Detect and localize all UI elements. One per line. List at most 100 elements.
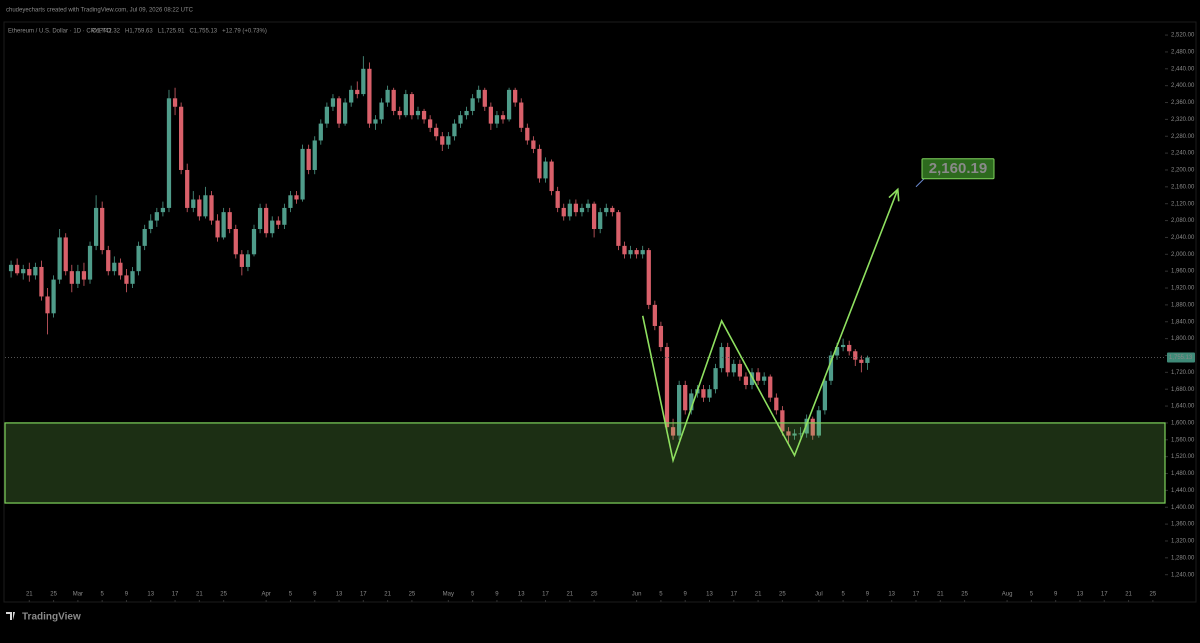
- x-tick-label: Aug: [1002, 592, 1013, 598]
- candle-body: [506, 89, 512, 120]
- x-tick-label: 13: [518, 592, 525, 598]
- candle-body: [21, 269, 26, 274]
- x-tick-label: Jun: [632, 592, 642, 598]
- candle-body: [762, 376, 767, 381]
- candle-body: [555, 191, 560, 208]
- candle-body: [525, 127, 530, 141]
- x-tick-label: 9: [125, 592, 129, 598]
- candle-body: [355, 89, 360, 95]
- candle-body: [233, 229, 238, 255]
- candle-body: [470, 98, 475, 111]
- candle-body: [755, 372, 761, 381]
- support-zone: [4, 422, 1166, 504]
- candle-body: [664, 347, 670, 428]
- x-tick-label: 13: [888, 592, 895, 598]
- candle-body: [257, 207, 263, 230]
- candle-body: [561, 207, 566, 217]
- candle-body: [136, 245, 141, 272]
- candle-body: [713, 368, 718, 390]
- x-tick-label: 25: [591, 592, 598, 598]
- candle-body: [731, 363, 736, 373]
- candle-body: [45, 296, 50, 314]
- y-tick-label: 1,360.00: [1171, 522, 1195, 528]
- x-tick-label: Jul: [815, 592, 823, 598]
- candle-body: [670, 427, 676, 436]
- candle-body: [324, 106, 330, 124]
- y-tick-label: 2,280.00: [1171, 134, 1195, 140]
- candle-body: [549, 161, 554, 192]
- candle-body: [640, 250, 645, 255]
- y-tick-label: 2,320.00: [1171, 117, 1195, 123]
- legend-value: L1,725.91: [158, 29, 185, 35]
- x-tick-label: 5: [841, 592, 845, 598]
- candle-body: [591, 203, 597, 230]
- candle-body: [798, 433, 803, 435]
- candle-body: [658, 325, 664, 348]
- x-tick-label: 21: [26, 592, 33, 598]
- candle-body: [689, 393, 694, 411]
- x-tick-label: 5: [1030, 592, 1034, 598]
- candle-body: [488, 106, 493, 124]
- target-label: 2,160.19: [929, 160, 987, 177]
- candle-body: [75, 271, 81, 284]
- candle-body: [652, 304, 657, 326]
- candle-body: [440, 136, 445, 145]
- candle-body: [604, 207, 609, 213]
- brand-logo: [6, 612, 15, 620]
- y-tick-label: 1,680.00: [1171, 387, 1195, 393]
- candle-body: [792, 433, 797, 436]
- x-tick-label: 17: [172, 592, 179, 598]
- candle-body: [349, 89, 354, 103]
- last-price-badge: [1167, 352, 1195, 363]
- candle-body: [464, 110, 469, 116]
- x-tick-label: 21: [196, 592, 203, 598]
- y-tick-label: 1,600.00: [1171, 421, 1195, 427]
- candle-body: [828, 355, 834, 381]
- x-tick-label: 21: [384, 592, 391, 598]
- y-tick-label: 2,000.00: [1171, 252, 1195, 258]
- candle-body: [294, 195, 299, 200]
- candle-body: [725, 347, 730, 373]
- candle-body: [312, 140, 317, 170]
- candle-body: [239, 254, 244, 267]
- candle-body: [719, 347, 724, 369]
- candle-body: [336, 98, 342, 124]
- candle-body: [27, 269, 32, 276]
- candle-body: [707, 389, 712, 398]
- candle-body: [51, 279, 56, 314]
- x-tick-label: 13: [706, 592, 713, 598]
- arrow-head: [888, 187, 900, 202]
- candle-body: [191, 199, 196, 208]
- candle-body: [160, 207, 166, 213]
- candle-body: [154, 212, 159, 221]
- target-box: [921, 158, 995, 180]
- candle-body: [87, 245, 93, 280]
- candle-body: [749, 372, 755, 385]
- candle-body: [251, 229, 257, 255]
- candle-body: [106, 250, 111, 272]
- candle-body: [452, 123, 457, 137]
- candle-body: [434, 127, 439, 137]
- x-tick-label: 9: [313, 592, 317, 598]
- candle-body: [93, 207, 99, 246]
- y-tick-label: 2,160.00: [1171, 184, 1195, 190]
- candles: [8, 56, 870, 445]
- candle-body: [513, 89, 518, 103]
- candle-body: [428, 119, 433, 128]
- y-tick-label: 1,560.00: [1171, 437, 1195, 443]
- x-tick-label: 17: [913, 592, 920, 598]
- candle-body: [203, 195, 208, 217]
- candle-body: [531, 140, 536, 149]
- candle-body: [264, 207, 269, 234]
- y-tick-label: 1,320.00: [1171, 539, 1195, 545]
- x-tick-label: 25: [220, 592, 227, 598]
- x-tick-label: 5: [101, 592, 105, 598]
- candle-body: [57, 237, 62, 280]
- x-tick-label: 9: [1054, 592, 1058, 598]
- brand: TradingView: [22, 612, 81, 623]
- candle-body: [494, 115, 500, 124]
- candle-body: [209, 195, 214, 221]
- candle-body: [397, 110, 402, 116]
- candle-body: [500, 115, 506, 120]
- x-tick-label: 21: [1125, 592, 1132, 598]
